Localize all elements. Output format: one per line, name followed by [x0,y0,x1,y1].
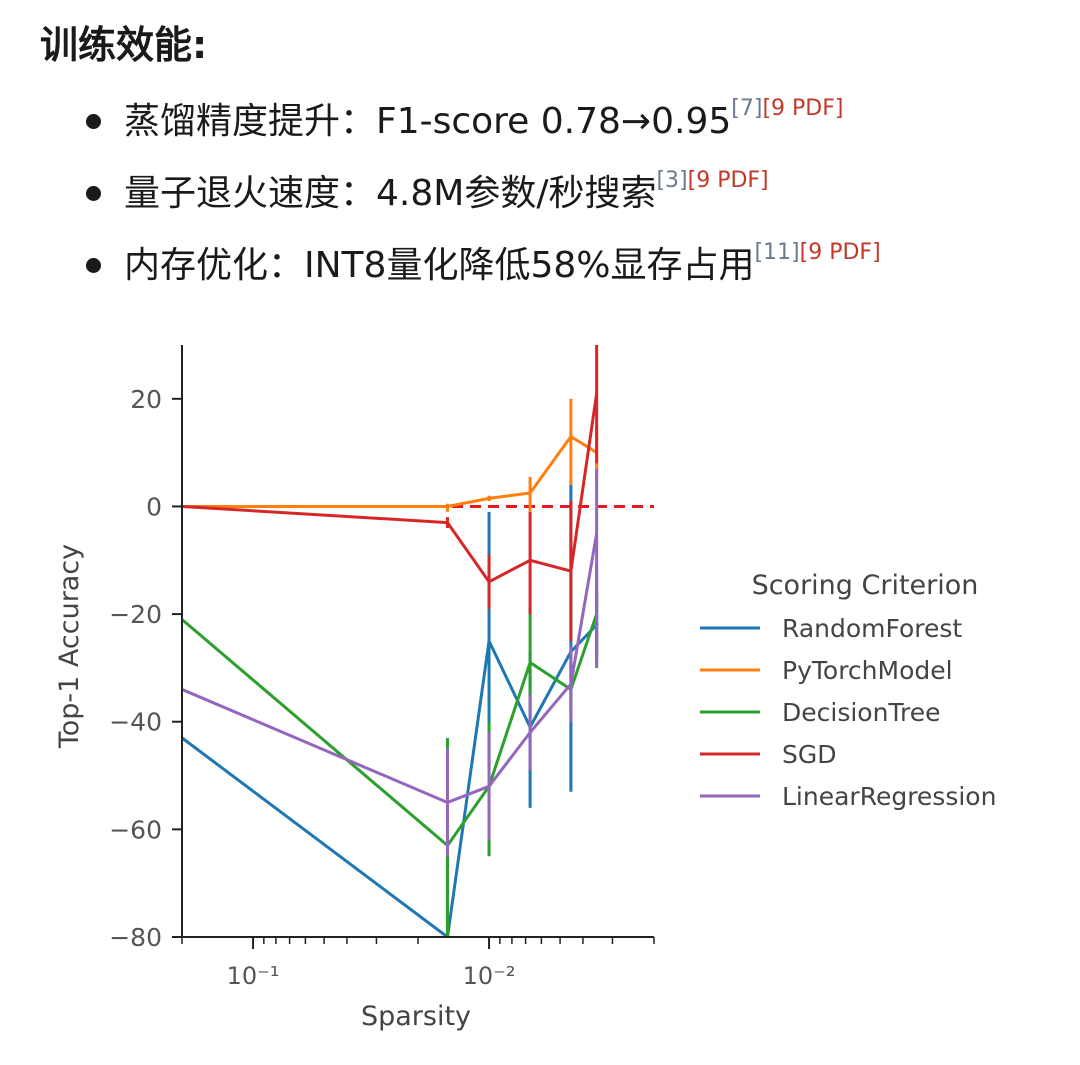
series-linearregression [181,468,599,857]
series-line [181,613,599,848]
legend-title: Scoring Criterion [752,570,979,601]
x-tick-label: 10⁻² [463,962,516,990]
citation-link[interactable]: [11] [754,240,800,265]
series-line [181,623,598,939]
legend-entry: SGD [782,740,837,769]
accuracy-sparsity-chart: 20 0 −20 −40 −60 −80 10⁻¹ 10⁻² Sparsity Top-1 Acc… [54,345,996,1058]
pdf-citation-link[interactable]: [9 PDF] [762,96,844,121]
y-axis-label: Top-1 Accuracy [54,544,85,749]
pdf-citation-link[interactable]: [9 PDF] [799,240,881,265]
series-decisiontree [181,565,599,970]
list-item: 量子退火速度：4.8M参数/秒搜索[3][9 PDF] [0,158,881,230]
list-item: 内存优化：INT8量化降低58%显存占用[11][9 PDF] [0,230,881,302]
citation-link[interactable]: [3] [656,168,688,193]
bullet-list: 蒸馏精度提升：F1-score 0.78→0.95[7][9 PDF] 量子退火… [0,86,881,302]
legend-entry: LinearRegression [782,782,996,811]
pdf-citation-link[interactable]: [9 PDF] [687,168,769,193]
y-tick-label: −20 [109,600,162,629]
list-item: 蒸馏精度提升：F1-score 0.78→0.95[7][9 PDF] [0,86,881,158]
bullet-dot-icon [86,258,101,273]
y-tick-label: −60 [109,815,162,844]
bullet-text: 量子退火速度：4.8M参数/秒搜索 [124,173,657,214]
legend: Scoring Criterion RandomForest PyTorchMode… [700,570,996,811]
legend-entry: RandomForest [782,614,962,643]
section-heading: 训练效能: [40,23,208,67]
series-line [181,393,599,584]
citation-link[interactable]: [7] [731,96,763,121]
plot-mask [178,938,680,1058]
x-axis-label: Sparsity [361,1001,471,1032]
legend-entry: PyTorchModel [782,656,953,685]
y-tick-label: −40 [109,708,162,737]
y-tick-label: 20 [130,385,162,414]
y-tick-label: 0 [146,492,162,521]
y-tick-label: −80 [109,923,162,952]
bullet-dot-icon [86,114,101,129]
series-sgd [181,345,599,641]
series-pytorchmodel [182,398,599,512]
series-line [182,434,598,508]
bullet-dot-icon [86,186,101,201]
bullet-text: 蒸馏精度提升：F1-score 0.78→0.95 [124,101,732,142]
legend-entry: DecisionTree [782,698,941,727]
series-randomforest [181,484,599,939]
bullet-text: 内存优化：INT8量化降低58%显存占用 [124,245,755,286]
series-line [181,533,599,804]
x-tick-label: 10⁻¹ [227,962,280,990]
